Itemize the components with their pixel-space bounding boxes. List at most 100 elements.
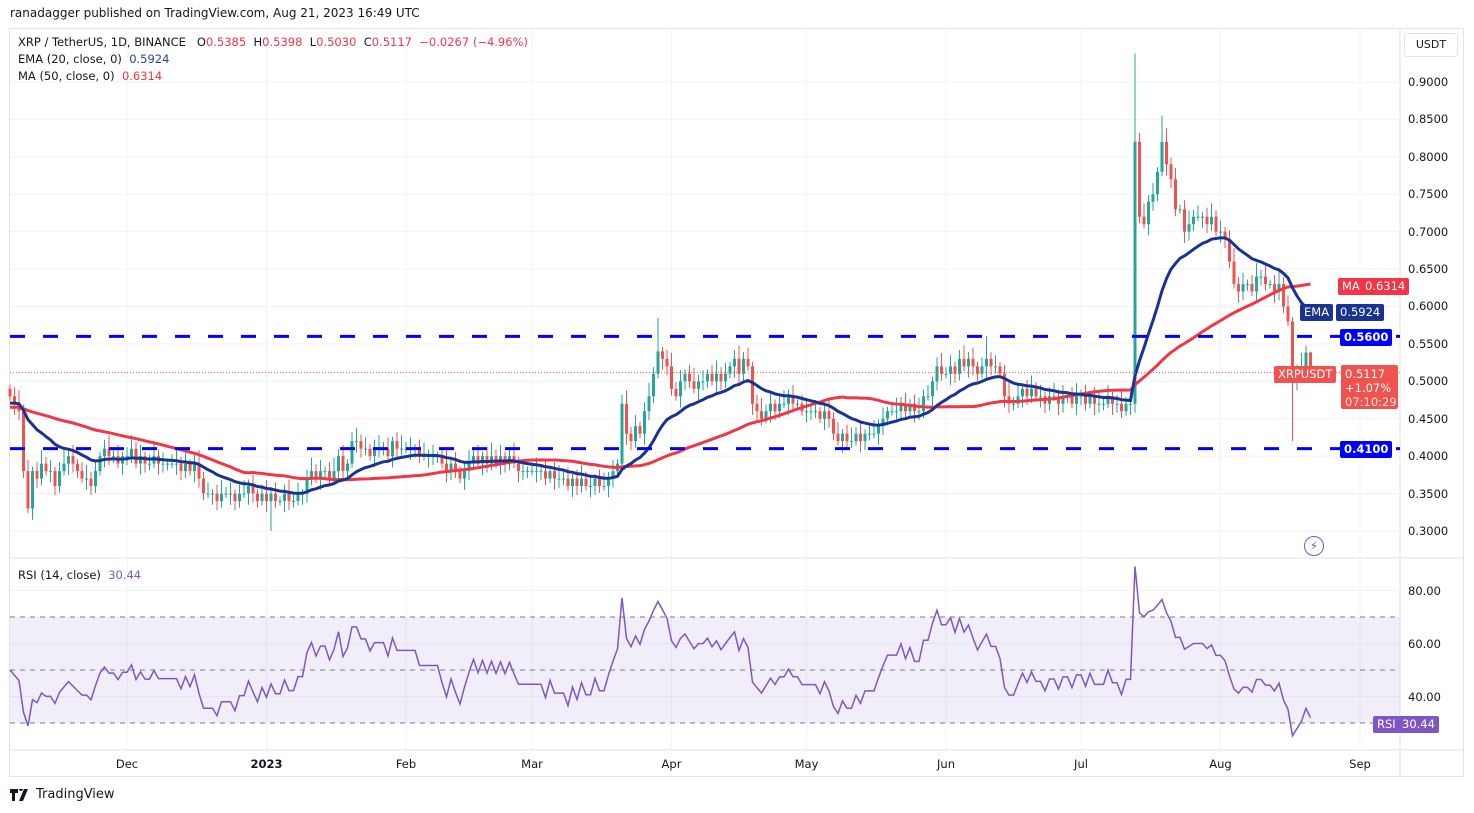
candle-down [710, 373, 714, 382]
ma50-line [9, 282, 1311, 482]
candle-up [580, 478, 583, 487]
candle-down [197, 463, 201, 479]
candle-down [1138, 141, 1141, 217]
price-tick-label: 0.7000 [1408, 224, 1449, 239]
candle-up [530, 471, 534, 473]
candle-down [22, 411, 25, 472]
price-tick-label: 0.3000 [1408, 523, 1449, 538]
candle-down [26, 471, 30, 509]
candle-up [31, 471, 34, 509]
candle-up [535, 471, 538, 473]
candle-up [319, 471, 322, 479]
candle-down [251, 486, 255, 494]
candle-up [1259, 276, 1263, 278]
candle-up [958, 358, 961, 374]
candle-up [161, 463, 165, 465]
candle-up [647, 396, 651, 412]
candle-up [1255, 276, 1258, 292]
candle-up [305, 478, 309, 494]
candle-down [395, 441, 399, 449]
candle-down [859, 433, 862, 442]
candle-down [1250, 284, 1254, 292]
candle-up [1156, 171, 1159, 195]
candle-up [607, 478, 610, 487]
candle-up [139, 456, 142, 464]
candle-down [962, 358, 966, 367]
currency-button[interactable]: USDT [1404, 33, 1458, 57]
candle-up [778, 403, 781, 412]
candle-up [602, 486, 606, 488]
time-tick-label: Dec [115, 757, 139, 771]
candle-up [49, 471, 52, 473]
ema-legend[interactable]: EMA (20, close, 0) 0.5924 [18, 52, 169, 66]
candle-up [634, 426, 637, 442]
candle-up [1178, 209, 1182, 211]
candle-up [1304, 352, 1308, 367]
price-tick-label: 0.8500 [1408, 112, 1449, 127]
candle-down [1111, 396, 1114, 404]
candle-up [355, 441, 358, 443]
high-value: 0.5398 [262, 35, 303, 49]
ema-label: EMA (20, close, 0) [18, 52, 122, 66]
candle-up [292, 501, 295, 503]
rsi-legend[interactable]: RSI (14, close) 30.44 [18, 568, 141, 582]
candle-down [13, 396, 16, 404]
ma-legend[interactable]: MA (50, close, 0) 0.6314 [18, 69, 162, 83]
candle-up [1021, 388, 1024, 397]
candle-up [562, 478, 565, 480]
close-label: C [363, 35, 372, 49]
high-label: H [253, 35, 263, 49]
candle-up [1052, 396, 1056, 398]
candle-down [1003, 373, 1006, 397]
candle-down [274, 493, 277, 502]
candle-up [1133, 141, 1137, 404]
candle-up [310, 471, 313, 479]
candle-up [269, 493, 273, 502]
candle-up [935, 366, 939, 382]
candle-down [188, 463, 192, 472]
last-price-tag: 0.5117 +1.07% 07:10:29 [1341, 365, 1398, 409]
candle-down [314, 471, 318, 479]
candle-up [283, 493, 286, 502]
resistance-level-tag: 0.5600 [1340, 329, 1393, 346]
candle-down [179, 463, 183, 472]
candle-up [886, 411, 889, 419]
candle-down [746, 358, 750, 367]
candle-up [1277, 284, 1281, 292]
lightning-icon[interactable]: ⚡ [1304, 536, 1324, 556]
candle-down [53, 471, 57, 487]
candle-down [1120, 403, 1123, 412]
candle-down [1142, 216, 1146, 225]
last-change-pct: +1.07% [1345, 381, 1392, 395]
candle-up [238, 493, 241, 502]
candle-up [40, 463, 43, 479]
time-tick-label: Jun [937, 757, 955, 771]
candle-up [967, 358, 970, 367]
candle-up [98, 456, 102, 472]
candle-down [517, 463, 520, 472]
candle-down [202, 478, 205, 494]
candle-up [350, 441, 354, 464]
candle-up [980, 366, 984, 374]
candle-up [1012, 403, 1015, 405]
rsi-tag-value: 30.44 [1398, 716, 1439, 733]
candle-up [931, 381, 934, 397]
ema-tag-name: EMA [1300, 304, 1334, 321]
tradingview-logo[interactable]: TradingView [10, 787, 115, 802]
candle-down [665, 358, 669, 367]
candle-up [1030, 388, 1033, 397]
candle-down [1273, 284, 1276, 292]
rsi-tick-label: 80.00 [1408, 583, 1441, 598]
candle-up [193, 463, 196, 472]
candle-down [1286, 306, 1290, 322]
candle-down [625, 403, 628, 434]
candle-up [67, 456, 70, 464]
candle-down [1264, 276, 1267, 285]
candle-up [823, 411, 826, 419]
candle-up [472, 456, 475, 464]
candle-down [904, 403, 907, 412]
candle-up [805, 411, 808, 413]
candle-up [1160, 141, 1164, 172]
